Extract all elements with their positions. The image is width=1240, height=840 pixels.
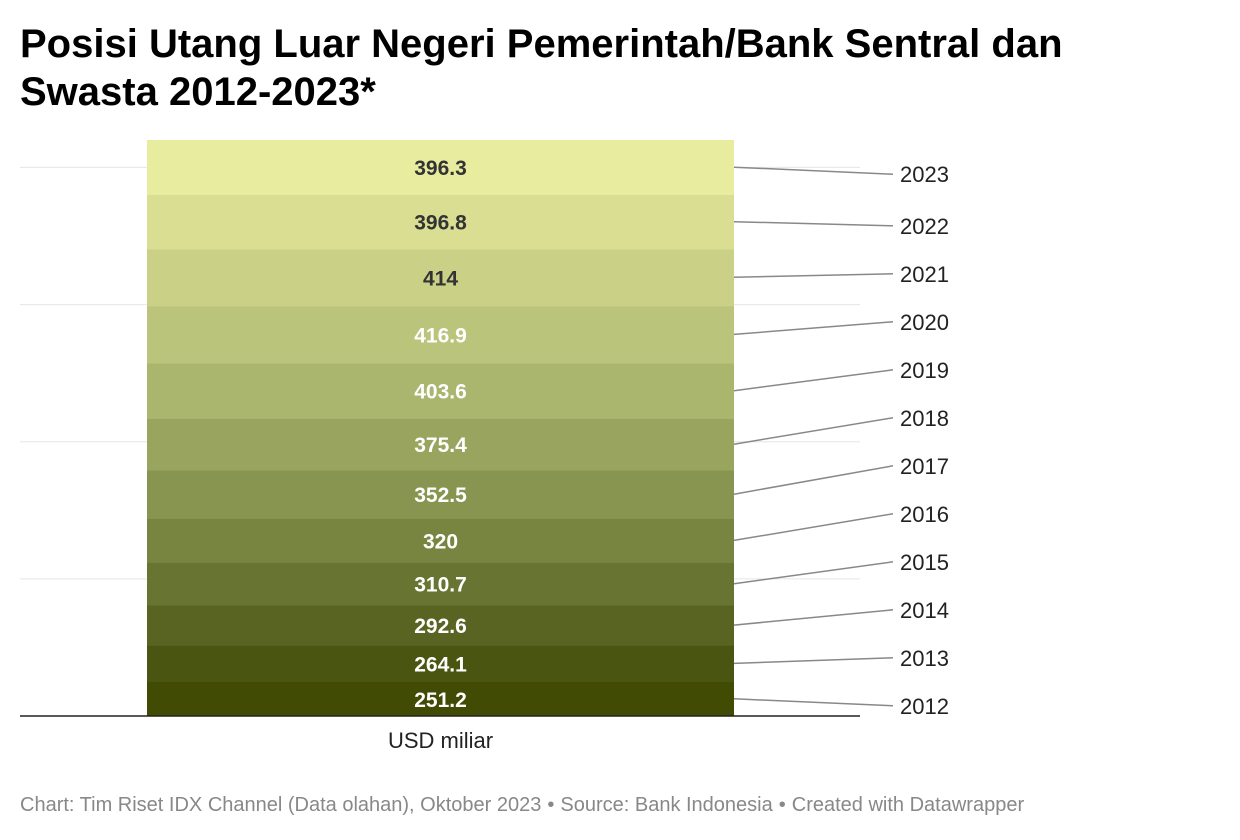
data-label-2022: 396.8 (414, 212, 467, 235)
connector-line (733, 220, 894, 227)
x-axis-label: USD miliar (388, 728, 493, 753)
legend-label-2017: 2017 (900, 454, 949, 479)
connector-line (733, 273, 894, 279)
data-label-2019: 403.6 (414, 381, 467, 404)
bar-segment-2023 (147, 140, 734, 195)
bar-segment-2015 (147, 562, 734, 606)
legend-label-2016: 2016 (900, 502, 949, 527)
legend-label-2014: 2014 (900, 598, 949, 623)
bar-segment-2018 (147, 418, 734, 471)
connector-line (733, 609, 894, 626)
chart-title: Posisi Utang Luar Negeri Pemerintah/Bank… (20, 22, 1063, 114)
legend-label-2019: 2019 (900, 358, 949, 383)
bar-segment-2014 (147, 605, 734, 646)
bar-segment-2013 (147, 645, 734, 682)
chart-footer: Chart: Tim Riset IDX Channel (Data olaha… (20, 794, 1220, 817)
connector-line (733, 561, 894, 585)
stacked-bar-chart: 251.2 264.1 292.6 310.7 320 352.5 375.4 403.6 41… (20, 140, 949, 753)
bar-segment-2021 (147, 248, 734, 307)
data-label-2017: 352.5 (414, 484, 467, 507)
footer-separator: • (778, 794, 786, 816)
legend-label-2015: 2015 (900, 550, 949, 575)
legend-label-2012: 2012 (900, 694, 949, 719)
data-label-2016: 320 (423, 530, 458, 553)
source-link[interactable]: Source: Bank Indonesia (560, 794, 773, 816)
connector-line (733, 657, 894, 665)
connector-line (733, 417, 894, 445)
legend-label-2022: 2022 (900, 214, 949, 239)
data-label-2013: 264.1 (414, 653, 467, 676)
data-label-2023: 396.3 (414, 157, 467, 180)
bar-segment-2020 (147, 305, 734, 364)
legend-label-2023: 2023 (900, 162, 949, 187)
data-label-2020: 416.9 (414, 324, 467, 347)
connector-line (733, 321, 894, 336)
connector-line (733, 166, 894, 175)
legend-label-2013: 2013 (900, 646, 949, 671)
data-label-2012: 251.2 (414, 689, 467, 712)
footer-separator: • (547, 794, 555, 816)
connector-line (733, 369, 894, 392)
connector-line (733, 513, 894, 542)
legend-label-2018: 2018 (900, 406, 949, 431)
data-label-2014: 292.6 (414, 615, 467, 638)
datawrapper-credit[interactable]: Created with Datawrapper (791, 794, 1025, 816)
bar-segment-2019 (147, 363, 734, 419)
connector-line (733, 698, 894, 707)
data-label-2018: 375.4 (414, 434, 467, 457)
data-label-2015: 310.7 (414, 574, 467, 597)
chart-credit: Chart: Tim Riset IDX Channel (Data olaha… (20, 794, 542, 816)
data-label-2021: 414 (423, 267, 458, 290)
legend-label-2021: 2021 (900, 262, 949, 287)
legend-label-2020: 2020 (900, 310, 949, 335)
bar-segment-2016 (147, 518, 734, 563)
connector-line (733, 465, 894, 495)
bar-segment-2012 (147, 681, 734, 717)
bar-segment-2022 (147, 194, 734, 250)
bar-segment-2017 (147, 470, 734, 519)
